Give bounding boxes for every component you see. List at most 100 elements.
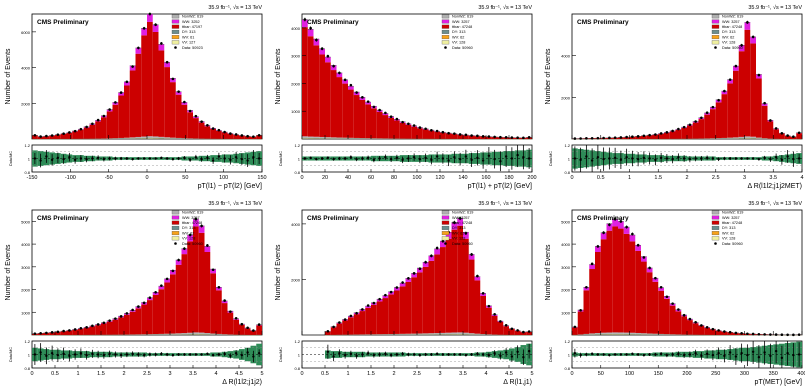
legend-entry-1: WW: 3257 [452, 216, 470, 220]
bar-ttbar-38 [520, 332, 527, 335]
ratio-point-35 [234, 351, 238, 355]
ratio-point-16 [125, 157, 129, 160]
legend-entry-4: WV: 62 [452, 35, 464, 39]
ratio-point-35 [504, 351, 508, 354]
legend-entry-0: NonWZ: 619 [182, 15, 203, 19]
data-point-37 [246, 326, 249, 330]
bar-NonWZ-27 [187, 332, 193, 334]
ratio-point-1 [39, 351, 42, 354]
data-point-21 [694, 120, 697, 123]
bar-ttbar-24 [440, 247, 446, 333]
data-point-10 [91, 324, 94, 328]
bar-ttbar-23 [434, 131, 440, 139]
ratio-point-36 [240, 157, 244, 161]
ratio-point-34 [769, 157, 772, 161]
ratio-point-14 [384, 352, 387, 356]
data-point-16 [665, 131, 669, 134]
ratio-y-tick-label: 1 [28, 157, 31, 162]
ratio-point-16 [395, 353, 399, 356]
bar-DY-29 [738, 138, 745, 139]
bar-ttbar-34 [227, 312, 234, 335]
legend-entry-6: Data: 50960 [452, 242, 473, 246]
legend-entry-2: ttbar: 47248 [452, 25, 472, 29]
bar-ttbar-35 [233, 319, 239, 335]
data-point-34 [499, 135, 502, 139]
ratio-y-tick-label: 0.8 [24, 170, 30, 175]
ratio-point-15 [659, 352, 663, 356]
bar-ttbar-21 [422, 266, 429, 334]
bar-DY-20 [147, 137, 153, 139]
bar-ttbar-12 [371, 304, 377, 335]
data-point-1 [579, 137, 582, 140]
data-point-11 [96, 323, 100, 326]
bar-ttbar-27 [457, 134, 463, 139]
bar-ttbar-6 [66, 330, 73, 335]
ratio-point-37 [516, 153, 519, 157]
ratio-point-2 [585, 155, 588, 158]
bar-ttbar-1 [307, 36, 314, 137]
bar-NonWZ-22 [158, 333, 165, 335]
data-point-21 [694, 320, 697, 324]
x-tick-label: 0 [30, 371, 33, 377]
bar-DY-31 [750, 137, 756, 139]
ratio-y-axis-label: Data/MC [279, 347, 283, 362]
bar-ttbar-20 [417, 272, 423, 334]
legend-swatch-5 [711, 236, 720, 241]
bar-DY-9 [623, 333, 630, 335]
ratio-point-35 [234, 155, 238, 159]
y-tick-label: 2000 [21, 101, 31, 106]
data-point-30 [746, 332, 749, 336]
bar-WW-24 [440, 241, 446, 248]
bar-DY-18 [135, 138, 142, 139]
x-tick-label: -100 [65, 175, 76, 181]
x-tick-label: 200 [682, 371, 691, 377]
y-tick-label: 2000 [291, 81, 301, 86]
bar-ttbar-24 [710, 329, 716, 335]
x-tick-label: 1 [76, 371, 79, 377]
bar-NonWZ-10 [359, 138, 366, 139]
data-point-26 [723, 330, 726, 333]
bar-ttbar-37 [514, 330, 521, 335]
data-point-23 [165, 277, 169, 281]
bar-WW-27 [187, 235, 193, 242]
bar-ttbar-32 [486, 307, 492, 335]
ratio-point-36 [510, 157, 514, 160]
bar-ttbar-33 [221, 132, 228, 139]
bar-DY-10 [629, 333, 636, 335]
bar-ttbar-10 [359, 99, 366, 139]
bar-ttbar-27 [727, 332, 733, 335]
ratio-plot [32, 150, 262, 168]
ratio-point-22 [700, 157, 703, 160]
bar-WW-25 [445, 232, 452, 239]
bar-ttbar-12 [641, 261, 647, 334]
ratio-point-14 [114, 353, 117, 356]
bar-NonWZ-23 [164, 333, 170, 335]
data-point-7 [73, 129, 77, 133]
bar-DY-0 [302, 137, 308, 139]
ratio-point-3 [590, 352, 594, 356]
bar-NonWZ-27 [727, 137, 733, 139]
bar-ttbar-30 [204, 251, 211, 334]
ratio-point-21 [694, 351, 697, 355]
x-tick-label: 140 [458, 175, 467, 181]
bar-WW-18 [135, 47, 142, 54]
bar-ttbar-19 [141, 304, 147, 335]
x-tick-label: 5 [530, 371, 533, 377]
bar-NonWZ-23 [434, 333, 440, 335]
ratio-point-12 [372, 158, 376, 162]
data-point-28 [464, 231, 468, 235]
bar-WW-22 [158, 44, 165, 51]
bar-WW-28 [193, 219, 199, 227]
ratio-point-0 [33, 353, 37, 356]
data-point-4 [326, 54, 330, 58]
lumi-label: 35.9 fb⁻¹, √s = 13 TeV [748, 200, 802, 207]
legend-entry-1: WW: 3257 [182, 216, 200, 220]
data-point-30 [746, 21, 749, 24]
ratio-point-22 [160, 156, 163, 160]
bar-ttbar-30 [474, 136, 481, 139]
bar-ttbar-23 [164, 282, 170, 334]
legend-entry-5: VV: 128 [452, 237, 465, 241]
bar-ttbar-14 [652, 134, 659, 139]
bar-ttbar-24 [710, 109, 716, 139]
bar-ttbar-30 [204, 126, 211, 139]
